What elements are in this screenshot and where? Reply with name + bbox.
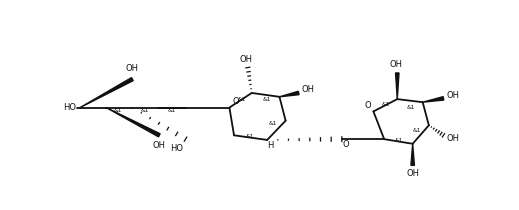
Text: O: O: [365, 101, 371, 110]
Text: OH: OH: [239, 55, 252, 64]
Polygon shape: [411, 144, 414, 165]
Text: OH: OH: [389, 60, 402, 69]
Text: OH: OH: [302, 85, 315, 94]
Polygon shape: [422, 97, 444, 102]
Polygon shape: [80, 77, 133, 108]
Text: OH: OH: [447, 91, 460, 100]
Text: &1: &1: [168, 108, 176, 113]
Text: &1: &1: [381, 102, 390, 107]
Text: OH: OH: [126, 64, 139, 73]
Text: &1: &1: [114, 108, 122, 113]
Text: H: H: [267, 141, 274, 150]
Polygon shape: [395, 73, 399, 99]
Text: &1: &1: [141, 108, 149, 113]
Polygon shape: [106, 108, 160, 137]
Text: &1: &1: [246, 134, 254, 139]
Text: HO: HO: [170, 144, 183, 153]
Text: OH: OH: [153, 141, 166, 150]
Text: &1: &1: [238, 97, 246, 102]
Text: HO: HO: [63, 103, 76, 112]
Text: &1: &1: [412, 128, 421, 133]
Text: &1: &1: [394, 138, 403, 143]
Polygon shape: [279, 91, 299, 97]
Text: O: O: [343, 140, 349, 149]
Text: O: O: [233, 97, 239, 106]
Text: OH: OH: [406, 169, 419, 178]
Text: &1: &1: [407, 105, 415, 110]
Text: &1: &1: [263, 97, 271, 102]
Text: &1: &1: [269, 121, 278, 126]
Text: OH: OH: [447, 134, 460, 143]
